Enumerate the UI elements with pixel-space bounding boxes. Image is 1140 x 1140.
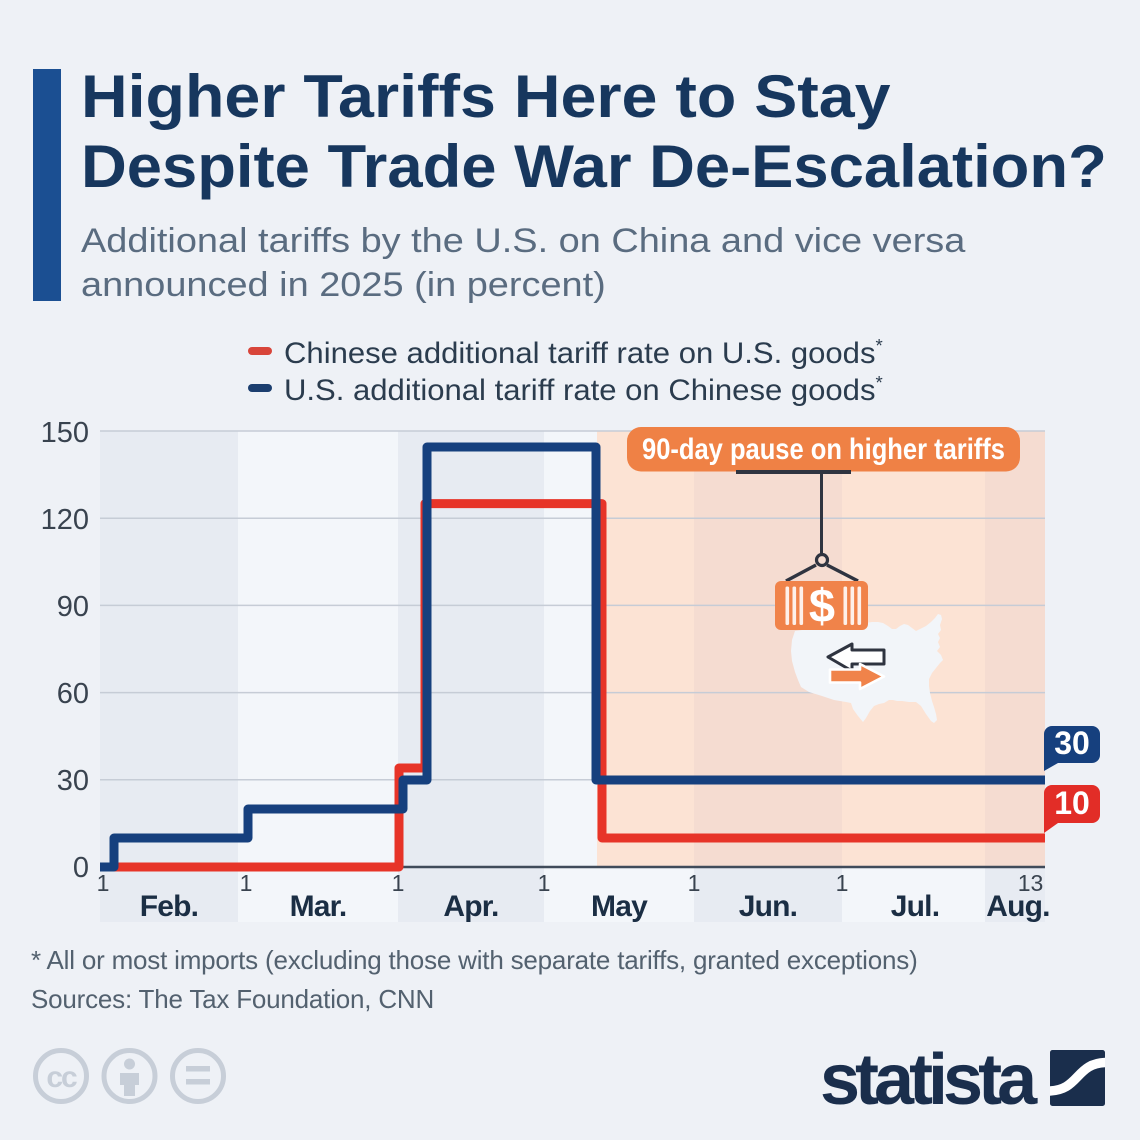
svg-text:60: 60 <box>57 678 89 710</box>
svg-text:1: 1 <box>240 870 253 896</box>
svg-text:Jul.: Jul. <box>891 890 939 923</box>
svg-text:1: 1 <box>688 870 701 896</box>
svg-text:30: 30 <box>1054 725 1090 761</box>
svg-text:90: 90 <box>57 591 89 623</box>
svg-text:May: May <box>591 890 648 923</box>
svg-text:1: 1 <box>97 870 110 896</box>
svg-text:Feb.: Feb. <box>140 890 198 923</box>
svg-text:Apr.: Apr. <box>443 890 498 923</box>
svg-text:0: 0 <box>73 852 89 884</box>
svg-text:30: 30 <box>57 765 89 797</box>
svg-text:150: 150 <box>41 417 89 449</box>
svg-text:90-day pause on higher tariffs: 90-day pause on higher tariffs <box>642 433 1005 466</box>
svg-text:cc: cc <box>46 1061 77 1094</box>
svg-text:Jun.: Jun. <box>739 890 797 923</box>
svg-text:Mar.: Mar. <box>290 890 347 923</box>
svg-text:$: $ <box>809 579 835 632</box>
svg-text:13: 13 <box>1018 870 1044 896</box>
svg-text:1: 1 <box>392 870 405 896</box>
svg-text:Aug.: Aug. <box>986 890 1049 923</box>
svg-text:1: 1 <box>836 870 849 896</box>
svg-text:120: 120 <box>41 504 89 536</box>
svg-text:1: 1 <box>538 870 551 896</box>
svg-text:10: 10 <box>1054 785 1090 821</box>
